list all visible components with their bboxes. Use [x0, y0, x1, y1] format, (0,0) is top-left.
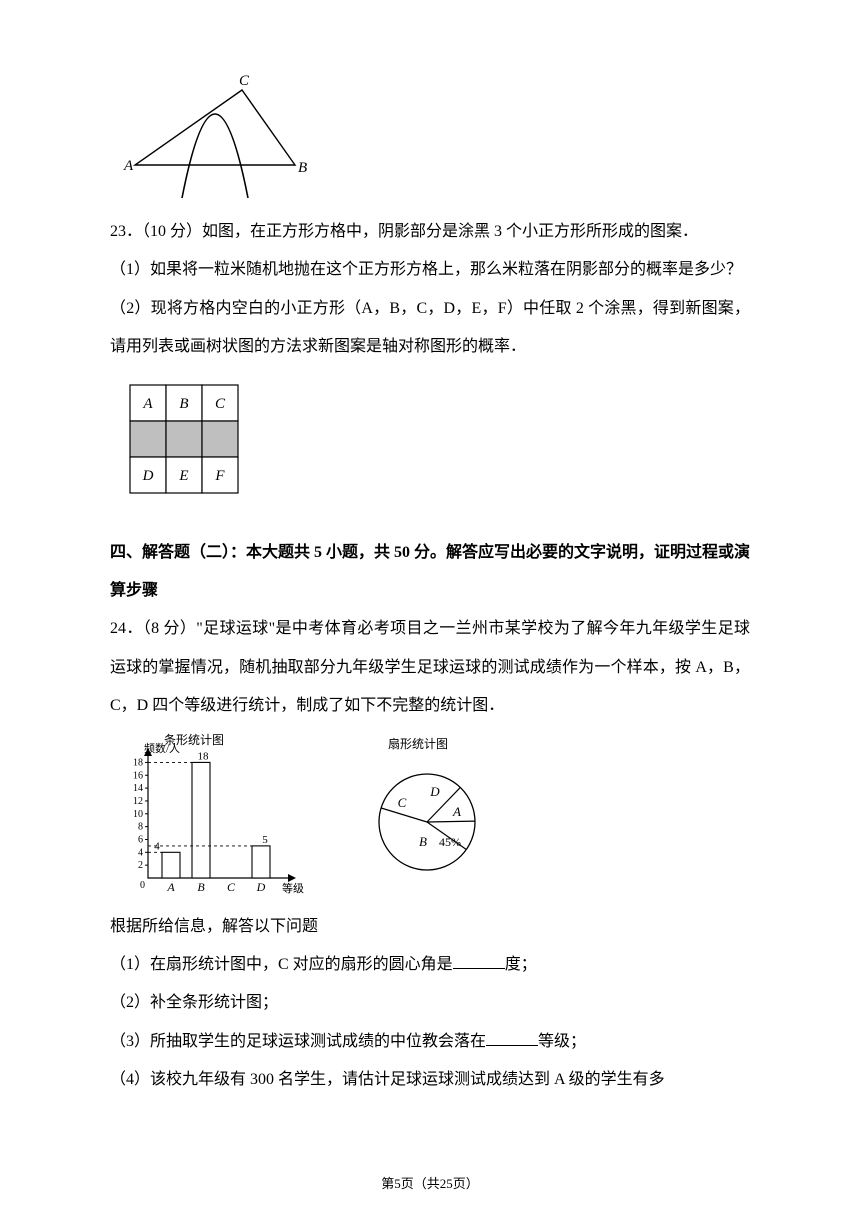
svg-text:10: 10: [133, 808, 143, 819]
vertex-b-label: B: [298, 160, 307, 176]
page-footer: 第5页（共25页）: [0, 1173, 860, 1192]
svg-text:0: 0: [140, 880, 145, 891]
q24-p1-a: （1）在扇形统计图中，C 对应的扇形的圆心角是: [110, 956, 453, 973]
svg-text:14: 14: [133, 783, 143, 794]
svg-text:18: 18: [198, 750, 210, 762]
svg-text:C: C: [215, 396, 226, 412]
svg-text:A: A: [142, 396, 153, 412]
q23-grid-figure: A B C D E F: [120, 377, 750, 506]
triangle-figure: A B C: [120, 70, 750, 205]
blank-angle: [453, 951, 505, 969]
svg-text:18: 18: [133, 757, 143, 768]
q24-p1: （1）在扇形统计图中，C 对应的扇形的圆心角是 度；: [110, 946, 750, 984]
q24-intro: 24．（8 分）"足球运球"是中考体育必考项目之一兰州市某学校为了解今年九年级学…: [110, 610, 750, 725]
svg-text:A: A: [452, 804, 461, 819]
svg-text:B: B: [197, 880, 205, 894]
svg-text:D: D: [429, 784, 440, 799]
svg-text:4: 4: [138, 847, 143, 858]
svg-text:B: B: [419, 834, 427, 849]
q24-p1-b: 度；: [505, 956, 537, 973]
svg-text:E: E: [178, 468, 188, 484]
vertex-c-label: C: [239, 73, 250, 89]
svg-text:45%: 45%: [439, 835, 461, 849]
svg-text:扇形统计图: 扇形统计图: [388, 736, 448, 751]
pie-chart: 扇形统计图 C DA B 45%: [342, 732, 512, 892]
svg-text:12: 12: [133, 795, 143, 806]
section4-heading: 四、解答题（二）：本大题共 5 小题，共 50 分。解答应写出必要的文字说明，证…: [110, 534, 750, 611]
q24-p3-a: （3）所抽取学生的足球运球测试成绩的中位教会落在: [110, 1033, 486, 1050]
bar-chart: 条形统计图频数/人2468101214161804A18BC5D等级: [116, 732, 306, 902]
q24-p3-b: 等级；: [538, 1033, 586, 1050]
vertex-a-label: A: [123, 158, 134, 174]
q24-charts: 条形统计图频数/人2468101214161804A18BC5D等级 扇形统计图…: [116, 732, 750, 902]
svg-text:2: 2: [138, 860, 143, 871]
svg-text:8: 8: [138, 821, 143, 832]
svg-text:6: 6: [138, 834, 143, 845]
q23-part2: （2）现将方格内空白的小正方形（A，B，C，D，E，F）中任取 2 个涂黑，得到…: [110, 290, 750, 367]
svg-text:16: 16: [133, 770, 143, 781]
q24-p4: （4）该校九年级有 300 名学生，请估计足球运球测试成绩达到 A 级的学生有多: [110, 1061, 750, 1099]
blank-grade: [486, 1028, 538, 1046]
svg-text:C: C: [227, 880, 236, 894]
svg-text:5: 5: [262, 833, 268, 845]
svg-text:A: A: [166, 880, 175, 894]
q24-p3: （3）所抽取学生的足球运球测试成绩的中位教会落在 等级；: [110, 1023, 750, 1061]
svg-text:F: F: [214, 468, 225, 484]
svg-text:C: C: [398, 795, 407, 810]
svg-text:D: D: [142, 468, 154, 484]
parabola-path: [182, 114, 248, 198]
svg-text:B: B: [179, 396, 188, 412]
q24-p2: （2）补全条形统计图；: [110, 984, 750, 1022]
svg-text:等级: 等级: [282, 881, 304, 895]
triangle-path: [135, 90, 295, 165]
q24-followup: 根据所给信息，解答以下问题: [110, 908, 750, 946]
q23-stem: 23．（10 分）如图，在正方形方格中，阴影部分是涂黑 3 个小正方形所形成的图…: [110, 213, 750, 251]
q23-part1: （1）如果将一粒米随机地抛在这个正方形方格上，那么米粒落在阴影部分的概率是多少？: [110, 251, 750, 289]
svg-text:D: D: [256, 880, 266, 894]
